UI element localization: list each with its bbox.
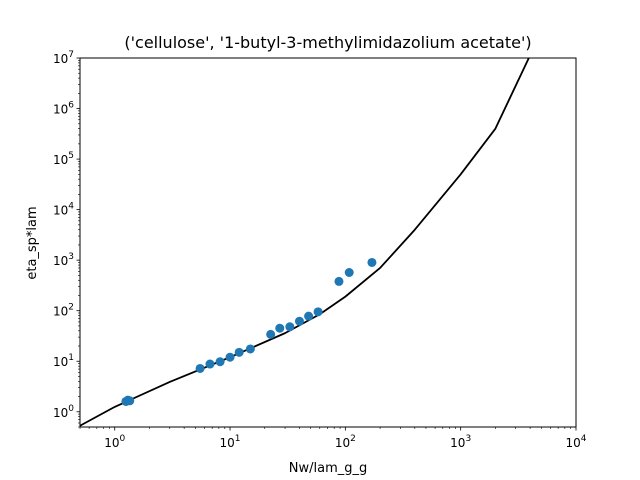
y-tick-label: 107 [53, 50, 74, 66]
y-tick-label: 106 [53, 101, 74, 117]
chart-title: ('cellulose', '1-butyl-3-methylimidazoli… [124, 33, 531, 52]
data-point [225, 352, 235, 362]
data-point [245, 344, 255, 354]
data-point [266, 329, 276, 339]
data-point [125, 396, 135, 406]
plot-area [80, 58, 530, 427]
data-point [205, 359, 215, 369]
y-tick-label: 102 [53, 303, 74, 319]
fit-line [80, 58, 530, 427]
data-point [334, 276, 344, 286]
x-tick-label: 102 [335, 434, 356, 450]
y-tick-label: 105 [53, 151, 74, 167]
data-point [215, 357, 225, 367]
y-tick-label: 103 [53, 252, 74, 268]
x-tick-label: 104 [565, 434, 586, 450]
y-tick-label: 101 [53, 353, 74, 369]
x-tick-label: 103 [450, 434, 471, 450]
data-point [195, 363, 205, 373]
x-axis-label: Nw/lam_g_g [289, 461, 367, 476]
data-point [234, 347, 244, 357]
data-point [304, 311, 314, 321]
data-point [294, 316, 304, 326]
y-tick-label: 104 [53, 202, 74, 218]
data-point [344, 268, 354, 277]
data-point [275, 323, 285, 333]
y-axis-label: eta_sp*lam [25, 206, 40, 279]
data-point [313, 307, 323, 317]
x-tick-label: 100 [104, 434, 125, 450]
data-point [285, 322, 295, 332]
data-point [367, 257, 377, 267]
y-tick-label: 100 [53, 404, 74, 420]
x-tick-label: 101 [220, 434, 241, 450]
axis-ticks: 100 101 102 103 104 100 101 102 103 104 105 106 107 [53, 50, 587, 450]
plot-frame [79, 57, 577, 428]
